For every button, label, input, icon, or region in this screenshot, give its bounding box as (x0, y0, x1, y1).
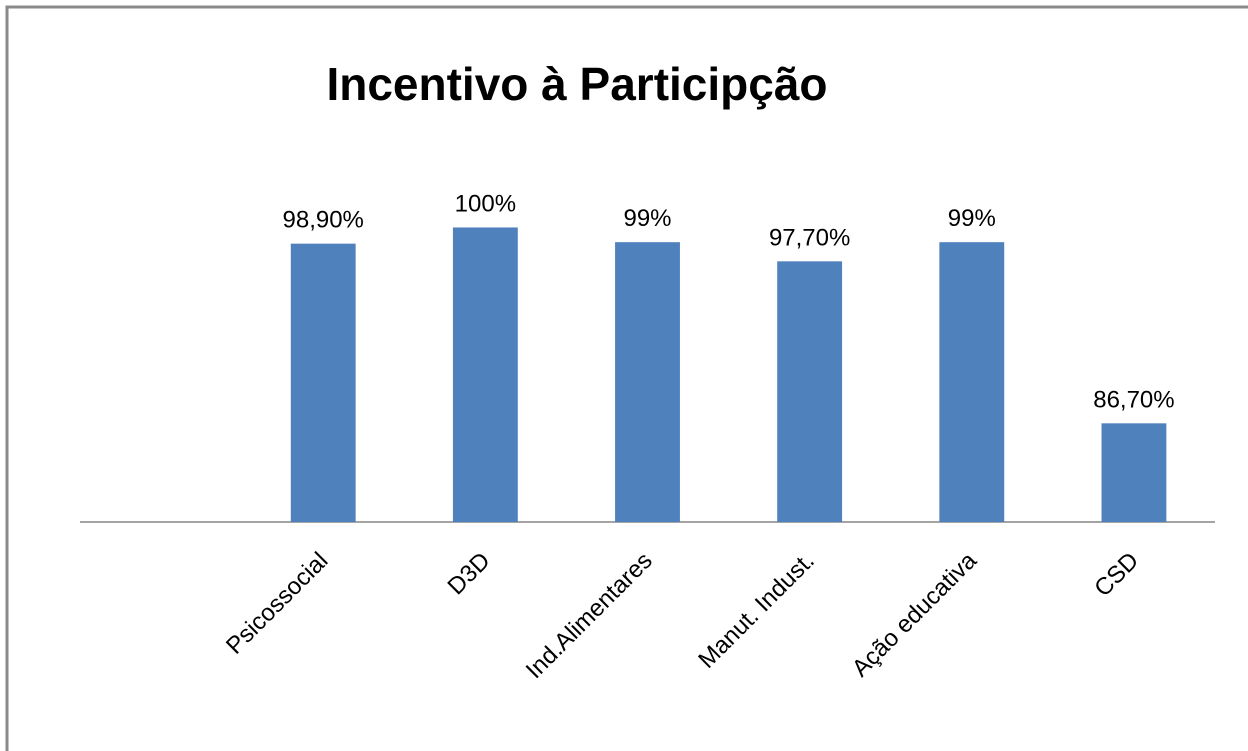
frame (5, 5, 1248, 751)
data-label: 98,90% (283, 207, 364, 234)
bar (939, 242, 1005, 522)
data-label: 99% (948, 205, 996, 232)
data-label: 86,70% (1093, 386, 1174, 413)
bar (777, 261, 843, 522)
data-label: 99% (623, 205, 671, 232)
bar (290, 243, 356, 522)
data-label: 100% (455, 190, 516, 217)
chart-title: Incentivo à Participção (326, 58, 827, 110)
data-label: 97,70% (769, 224, 850, 251)
bar (452, 227, 518, 523)
bar (1101, 423, 1167, 522)
bar (615, 242, 680, 522)
